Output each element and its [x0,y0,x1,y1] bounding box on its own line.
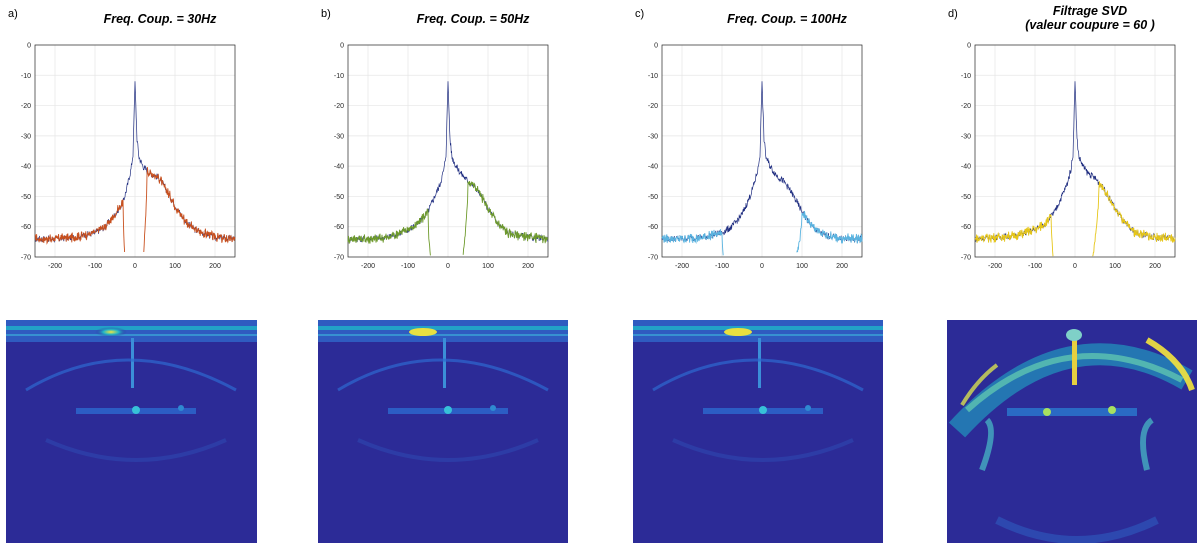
chart-panel-b: b) Freq. Coup. = 50Hz -200 -100 0 100 200 0 -10-… [313,0,603,270]
panel-label: d) [948,8,958,20]
panel-label: c) [635,8,645,20]
x-tick-label: -100 [88,263,102,270]
x-tick-label: 200 [522,263,534,270]
y-tick-label: -40 [334,164,344,171]
y-tick-label: -30 [961,133,971,140]
y-tick-label: -20 [21,103,31,110]
chart-title-text: Freq. Coup. = 50Hz [416,12,530,26]
chart-title: Freq. Coup. = 50Hz [373,12,573,26]
spectrum-chart: -200 -100 0 100 200 0 -10 -20 -30 -40 -50 -60 -70 [961,43,1176,270]
y-tick-label: -70 [648,255,658,262]
y-tick-label: -30 [334,133,344,140]
y-tick-label: 0 [27,43,31,50]
x-tick-label: 0 [1073,263,1077,270]
x-tick-label: -100 [1028,263,1042,270]
x-tick-label: -100 [715,263,729,270]
spectrum-chart: -200 -100 0 100 200 0 -10 -20 -30 -40 -50 -60 -70 [21,43,236,270]
y-tick-label: -40 [961,164,971,171]
y-tick-label: -20 [961,103,971,110]
x-tick-label: -200 [988,263,1002,270]
chart-title-text: Freq. Coup. = 30Hz [103,12,217,26]
y-tick-label: -70 [21,255,31,262]
doppler-image-a-art [6,320,257,543]
y-tick-label: -10 [961,73,971,80]
plot-frame [974,44,1176,258]
spectrum-chart: -200 -100 0 100 200 0 -10 -20 -30 -40 -50 -60 -70 [648,43,863,270]
chart-title: Filtrage SVD (valeur coupure = 60 ) [990,4,1190,32]
y-tick-label: -60 [334,224,344,231]
doppler-image-b [318,320,568,543]
y-tick-label: -10 [21,73,31,80]
filtered-spectrum-line [34,167,236,253]
y-tick-label: -50 [961,194,971,201]
chart-title: Freq. Coup. = 100Hz [687,12,887,26]
spectrum-chart: -200 -100 0 100 200 0 -10 -20 -30 -40 -50 -60 -70 [334,43,549,270]
x-tick-label: -200 [675,263,689,270]
x-tick-label: 200 [209,263,221,270]
x-tick-label: 200 [836,263,848,270]
doppler-image-b-art [318,320,568,543]
y-tick-label: 0 [340,43,344,50]
doppler-image-c [633,320,883,543]
doppler-image-d-art [947,320,1197,543]
filtered-spectrum-line [974,181,1176,257]
doppler-image-d [947,320,1197,543]
x-tick-label: 100 [1109,263,1121,270]
chart-panel-d: d) Filtrage SVD (valeur coupure = 60 ) -200… [940,0,1197,270]
y-tick-label: -50 [334,194,344,201]
y-tick-label: -40 [21,164,31,171]
x-tick-label: 0 [446,263,450,270]
y-tick-label: -30 [21,133,31,140]
chart-subtitle: (valeur coupure = 60 ) [1025,18,1155,32]
y-tick-label: 0 [654,43,658,50]
y-tick-label: -60 [961,224,971,231]
y-tick-label: -60 [21,224,31,231]
panel-label: a) [8,8,18,20]
x-tick-label: 100 [482,263,494,270]
y-tick-label: -10 [334,73,344,80]
chart-panel-a: a) Freq. Coup. = 30Hz -200 -100 0 100 200 0 -10-… [0,0,290,270]
x-tick-label: 100 [169,263,181,270]
y-tick-label: -60 [648,224,658,231]
y-tick-label: -50 [648,194,658,201]
y-tick-label: -70 [334,255,344,262]
filtered-spectrum-line [661,210,863,256]
chart-title-text: Freq. Coup. = 100Hz [727,12,847,26]
x-tick-label: -200 [48,263,62,270]
panel-label: b) [321,8,331,20]
x-tick-label: -100 [401,263,415,270]
x-tick-label: 200 [1149,263,1161,270]
x-tick-label: -200 [361,263,375,270]
doppler-image-c-art [633,320,883,543]
x-tick-label: 0 [760,263,764,270]
y-tick-label: -20 [334,103,344,110]
y-tick-label: -20 [648,103,658,110]
chart-panel-c: c) Freq. Coup. = 100Hz -200 -100 0 100 200 0 -10… [627,0,917,270]
plot-frame [347,44,549,258]
filtered-spectrum-line [347,180,549,256]
plot-frame [34,44,236,258]
doppler-image-a [6,320,257,543]
y-tick-label: 0 [967,43,971,50]
y-tick-label: -70 [961,255,971,262]
plot-frame [661,44,863,258]
y-tick-label: -10 [648,73,658,80]
y-tick-label: -40 [648,164,658,171]
chart-title: Freq. Coup. = 30Hz [60,12,260,26]
x-tick-label: 100 [796,263,808,270]
y-tick-label: -50 [21,194,31,201]
y-tick-label: -30 [648,133,658,140]
x-tick-label: 0 [133,263,137,270]
chart-title-text: Filtrage SVD [1052,4,1128,18]
